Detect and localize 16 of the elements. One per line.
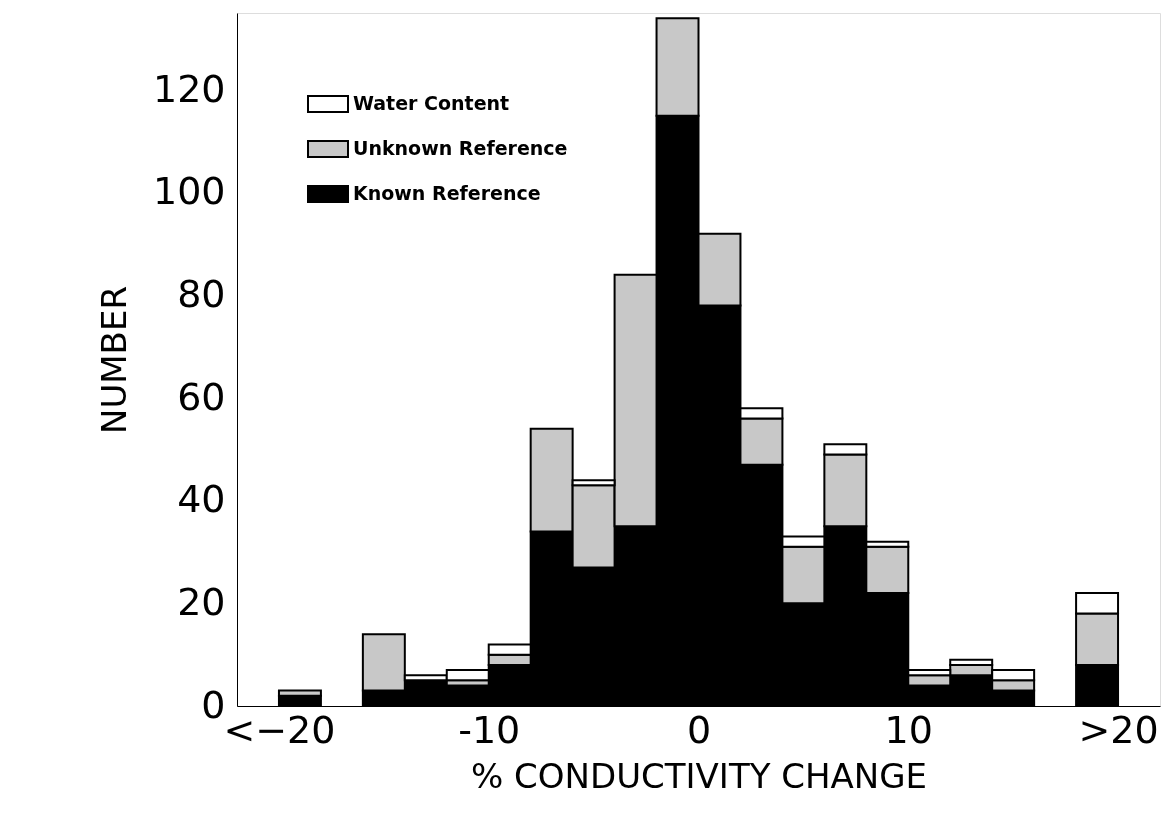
y-tick-label: 40 [177,477,226,522]
legend-label: Water Content [353,92,510,114]
y-tick-label: 60 [177,374,226,419]
y-tick-label: 80 [177,271,226,316]
x-axis-title: % CONDUCTIVITY CHANGE [470,755,928,796]
x-tick-label: >20 [1078,707,1159,752]
legend-label: Known Reference [353,182,541,204]
x-tick-label: -10 [458,707,521,752]
x-tick-label: 0 [686,707,712,752]
y-tick-label: 120 [152,66,226,111]
x-tick-label: <−20 [223,707,336,752]
y-tick-label: 100 [152,169,226,214]
y-axis-title: NUMBER [93,285,134,435]
x-tick-label: 10 [884,707,933,752]
legend-label: Unknown Reference [353,137,568,159]
y-tick-label: 20 [177,579,226,624]
